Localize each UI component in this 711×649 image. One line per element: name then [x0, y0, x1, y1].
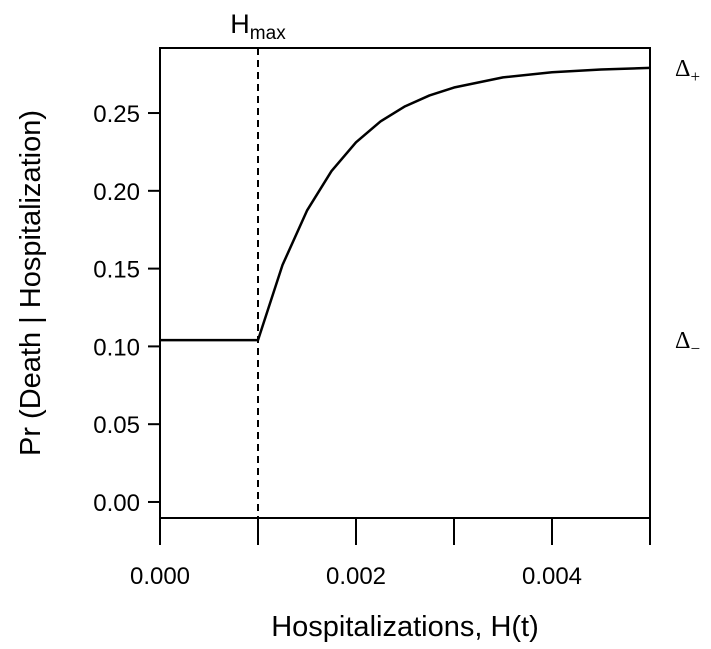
level-label-main: Δ — [675, 328, 690, 354]
threshold-label-main: H — [230, 9, 250, 39]
plot-frame — [159, 47, 651, 519]
y-tick-label: 0.25 — [93, 101, 140, 128]
y-tick-label: 0.15 — [93, 257, 140, 284]
x-axis-title: Hospitalizations, H(t) — [271, 611, 539, 643]
level-label: Δ+ — [675, 56, 700, 86]
y-axis-title: Pr (Death | Hospitalization) — [15, 110, 47, 456]
curve — [160, 66, 651, 342]
threshold-label: Hmax — [230, 9, 286, 44]
level-label: Δ− — [675, 328, 700, 358]
y-tick-label: 0.20 — [93, 179, 140, 206]
level-label-main: Δ — [675, 56, 690, 82]
x-tick-label: 0.004 — [522, 563, 582, 590]
level-label-sub: + — [690, 67, 700, 86]
level-label-sub: − — [690, 339, 700, 358]
y-tick-label: 0.05 — [93, 412, 140, 439]
threshold-label-sub: max — [250, 23, 286, 44]
y-tick-label: 0.10 — [93, 334, 140, 361]
x-tick-label: 0.002 — [326, 563, 386, 590]
x-tick-label: 0.000 — [130, 563, 190, 590]
y-tick-label: 0.00 — [93, 490, 140, 517]
